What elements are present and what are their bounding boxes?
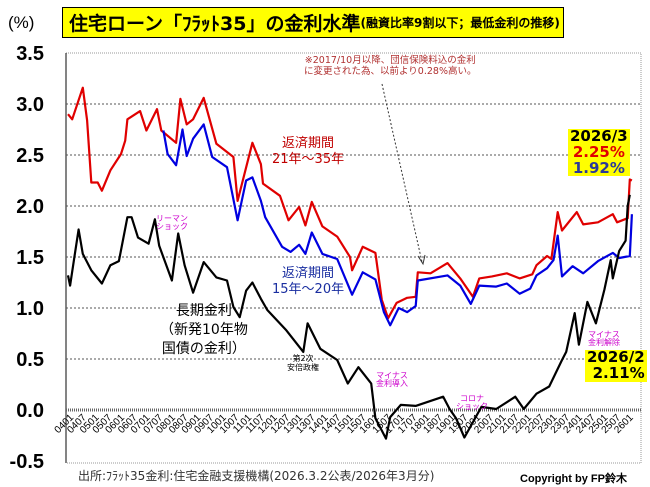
note-arrow-line [381, 83, 423, 263]
abe-line-1: 第2次 [292, 354, 314, 363]
lehman-line-1: リーマン [156, 214, 188, 223]
y-tick-label: 0.5 [16, 349, 44, 371]
abe-annotation: 第2次 安倍政権 [287, 354, 319, 373]
latest-red-rate: 2.25% [572, 142, 625, 161]
negative-rate-intro-annotation: マイナス 金利導入 [376, 371, 408, 389]
chart-title: 住宅ローン「ﾌﾗｯﾄ35」の金利水準 (融資比率9割以下；最低金利の推移) [62, 7, 564, 38]
y-tick-label: 2.0 [16, 196, 44, 218]
red-series-label: 返済期間 21年～35年 [272, 136, 344, 167]
latest-jgb-box: 2026/2 2.11% [585, 348, 647, 382]
blue-series-line [162, 123, 633, 327]
corona-line-1: コロナ [460, 394, 484, 403]
black-label-line-3: 国債の金利） [161, 340, 246, 357]
note-line-2: に変更された為、以前より0.28%高い。 [304, 66, 477, 78]
negative-rate-end-annotation: マイナス 金利解除 [588, 330, 620, 348]
corona-line-2: ショック [456, 402, 488, 412]
negative-end-line-1: マイナス [588, 330, 620, 339]
negative-intro-line-1: マイナス [376, 371, 408, 380]
red-label-line-2: 21年～35年 [272, 151, 345, 167]
y-tick-label: -0.5 [10, 451, 44, 473]
y-axis-unit: (%) [8, 13, 35, 32]
blue-label-line-2: 15年～20年 [272, 281, 345, 297]
source-note: 出所:ﾌﾗｯﾄ35金利:住宅金融支援機構(2026.3.2公表/2026年3月分… [78, 469, 435, 483]
black-label-line-1: 長期金利 [175, 303, 232, 319]
black-series-line [66, 194, 631, 440]
y-tick-label: 1.5 [16, 247, 44, 269]
abe-line-2: 安倍政権 [287, 362, 319, 372]
corona-annotation: コロナ ショック [456, 394, 488, 412]
blue-label-line-1: 返済期間 [282, 266, 335, 281]
y-tick-label: 0.0 [16, 400, 44, 422]
latest-jgb-date: 2026/2 [587, 348, 645, 366]
y-tick-label: 2.5 [16, 145, 44, 167]
copyright: Copyright by FP鈴木 [520, 473, 627, 485]
black-series-label: 長期金利 （新発10年物 国債の金利） [160, 302, 248, 359]
title-sub: (融資比率9割以下；最低金利の推移) [360, 16, 560, 30]
latest-flat35-box: 2026/3 2.25% 1.92% [568, 127, 630, 177]
latest-jgb-rate: 2.11% [592, 363, 645, 382]
y-tick-label: 1.0 [16, 298, 44, 320]
red-label-line-1: 返済期間 [282, 136, 335, 151]
note-arrowhead-icon [417, 254, 426, 266]
black-label-line-2: （新発10年物 [160, 321, 248, 338]
title-main: 住宅ローン「ﾌﾗｯﾄ35」の金利水準 [69, 13, 361, 35]
lehman-annotation: リーマン ショック [156, 214, 188, 232]
red-series-line [67, 86, 633, 320]
lehman-line-2: ショック [156, 222, 188, 232]
y-tick-label: 3.0 [16, 94, 44, 116]
latest-flat35-date: 2026/3 [570, 127, 628, 145]
latest-blue-rate: 1.92% [572, 158, 625, 177]
negative-end-line-2: 金利解除 [588, 338, 620, 348]
y-tick-label: 3.5 [16, 43, 44, 65]
note-line-1: ※2017/10月以降、団信保険料込の金利 [304, 55, 476, 66]
note-annotation: ※2017/10月以降、団信保険料込の金利 に変更された為、以前より0.28%高… [304, 55, 477, 78]
blue-series-label: 返済期間 15年～20年 [272, 266, 344, 297]
negative-intro-line-2: 金利導入 [376, 379, 408, 389]
